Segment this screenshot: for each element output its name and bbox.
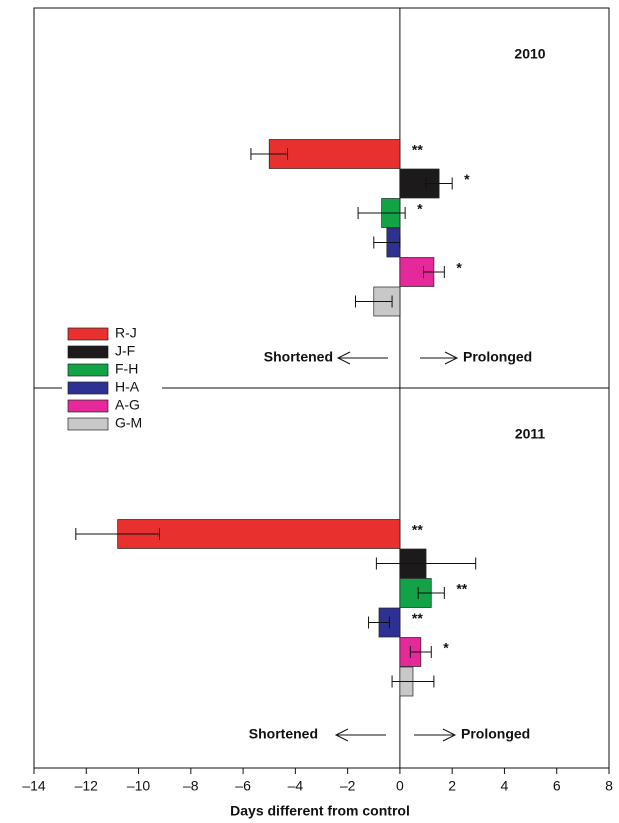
significance-label: ** — [412, 522, 423, 538]
x-tick-label: 2 — [448, 778, 456, 794]
x-tick-label: –12 — [75, 778, 99, 794]
legend-box — [62, 324, 162, 434]
legend-label: F-H — [115, 361, 138, 377]
legend-swatch — [67, 363, 109, 377]
x-tick-label: 4 — [501, 778, 509, 794]
error-bar — [422, 266, 445, 278]
legend-label: G-M — [115, 415, 142, 431]
legend-swatch — [67, 381, 109, 395]
x-tick-label: –4 — [288, 778, 304, 794]
significance-label: ** — [456, 581, 467, 597]
panel-title: 2010 — [514, 46, 545, 62]
x-tick-label: 8 — [605, 778, 613, 794]
x-axis-label: Days different from control — [230, 803, 410, 819]
x-tick-label: –6 — [235, 778, 251, 794]
legend-label: H-A — [115, 379, 140, 395]
error-bar — [75, 528, 160, 540]
x-tick-label: –14 — [22, 778, 46, 794]
legend-label: J-F — [115, 343, 135, 359]
x-tick-label: 0 — [396, 778, 404, 794]
error-bar — [425, 177, 453, 190]
error-bar — [250, 148, 289, 160]
error-bar — [368, 616, 390, 629]
significance-label: * — [464, 171, 470, 187]
legend-swatch — [67, 327, 109, 341]
panel-title: 2011 — [515, 426, 546, 442]
legend-swatch — [67, 417, 109, 431]
significance-label: * — [417, 201, 423, 217]
legend-label: A-G — [115, 397, 140, 413]
error-bar — [409, 646, 432, 658]
arrow-left — [334, 728, 386, 742]
annotation: Shortened — [264, 349, 333, 365]
legend-label: R-J — [115, 325, 137, 341]
annotation: Shortened — [249, 726, 318, 742]
significance-label: ** — [412, 142, 423, 158]
legend-swatch — [67, 399, 109, 413]
x-tick-label: 6 — [553, 778, 561, 794]
bar — [268, 139, 401, 169]
significance-label: * — [443, 640, 449, 656]
arrow-right — [420, 351, 459, 365]
error-bar — [391, 675, 435, 688]
annotation: Prolonged — [463, 349, 532, 365]
arrow-right — [414, 728, 457, 742]
error-bar — [354, 295, 393, 308]
error-bar — [373, 236, 401, 249]
error-bar — [375, 557, 477, 570]
error-bar — [357, 207, 406, 219]
annotation: Prolonged — [461, 726, 530, 742]
x-tick-label: –2 — [340, 778, 356, 794]
significance-label: * — [456, 260, 462, 276]
error-bar — [417, 587, 445, 599]
legend-swatch — [67, 345, 109, 359]
arrows — [334, 351, 459, 742]
arrow-left — [336, 351, 388, 365]
significance-label: ** — [412, 610, 423, 626]
bar — [117, 519, 401, 549]
x-tick-label: –8 — [183, 778, 199, 794]
x-tick-label: –10 — [127, 778, 151, 794]
